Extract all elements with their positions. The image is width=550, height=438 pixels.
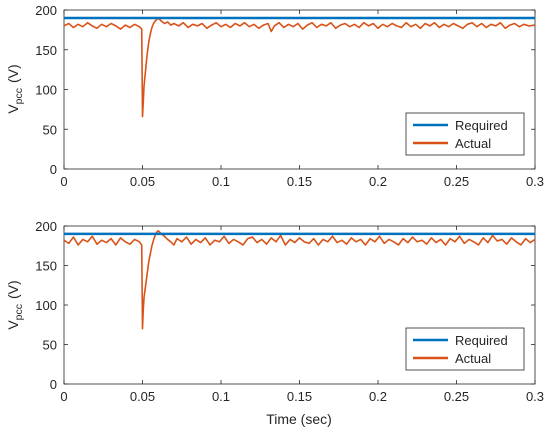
x-tick-label: 0.1 xyxy=(212,174,230,189)
y-tick-label: 50 xyxy=(43,122,57,137)
x-tick-label: 0.05 xyxy=(130,174,155,189)
y-tick-label: 150 xyxy=(35,43,57,58)
y-tick-label: 50 xyxy=(43,338,57,353)
legend-bottom: Required Actual xyxy=(405,327,525,371)
y-axis-label-bottom: Vpcc (V) xyxy=(5,280,25,329)
y-tick-label: 200 xyxy=(35,3,57,18)
x-tick-label: 0.2 xyxy=(369,389,387,404)
series-lines-bottom xyxy=(63,229,536,330)
x-tick-label: 0 xyxy=(60,389,67,404)
y-tick-label: 100 xyxy=(35,298,57,313)
legend-label-required: Required xyxy=(455,118,508,133)
ticks-bottom: 0 0.05 0.1 0.15 0.2 0.25 0.3 0 50 100 150 200 xyxy=(35,219,544,404)
y-label-unit: (V) xyxy=(5,64,21,83)
x-tick-label: 0.2 xyxy=(369,174,387,189)
x-axis-label: Time (sec) xyxy=(266,411,332,427)
x-tick-label: 0 xyxy=(60,174,67,189)
y-label-subscript: pcc xyxy=(13,304,25,320)
y-tick-label: 0 xyxy=(50,162,57,177)
y-axis-label-top: Vpcc (V) xyxy=(5,64,25,113)
legend-label-actual: Actual xyxy=(455,136,491,151)
ticks-top: 0 0.05 0.1 0.15 0.2 0.25 0.3 0 50 100 150 200 xyxy=(35,3,544,189)
legend-box xyxy=(405,327,525,371)
x-tick-label: 0.25 xyxy=(444,174,469,189)
x-tick-label: 0.15 xyxy=(287,389,312,404)
y-label-main: V xyxy=(5,104,21,114)
legend-label-actual: Actual xyxy=(455,351,491,366)
x-tick-label: 0.3 xyxy=(526,389,544,404)
x-tick-label: 0.05 xyxy=(130,389,155,404)
y-label-subscript: pcc xyxy=(13,88,25,104)
y-tick-label: 100 xyxy=(35,83,57,98)
x-tick-label: 0.3 xyxy=(526,174,544,189)
y-tick-label: 150 xyxy=(35,259,57,274)
y-label-main: V xyxy=(5,320,21,330)
x-tick-label: 0.25 xyxy=(444,389,469,404)
y-tick-label: 0 xyxy=(50,377,57,392)
legend-label-required: Required xyxy=(455,333,508,348)
series-line-actual xyxy=(63,229,536,330)
y-tick-label: 200 xyxy=(35,219,57,234)
series-lines-top xyxy=(63,16,536,118)
y-label-unit: (V) xyxy=(5,280,21,299)
plot-top: 0 0.05 0.1 0.15 0.2 0.25 0.3 0 50 100 150 200 Vpcc (… xyxy=(5,3,544,189)
legend-top: Required Actual xyxy=(405,112,525,156)
legend-box xyxy=(405,112,525,156)
x-tick-label: 0.1 xyxy=(212,389,230,404)
plot-bottom: 0 0.05 0.1 0.15 0.2 0.25 0.3 0 50 100 150 200 Vpcc (… xyxy=(5,219,544,427)
x-tick-label: 0.15 xyxy=(287,174,312,189)
series-line-actual xyxy=(63,17,536,118)
